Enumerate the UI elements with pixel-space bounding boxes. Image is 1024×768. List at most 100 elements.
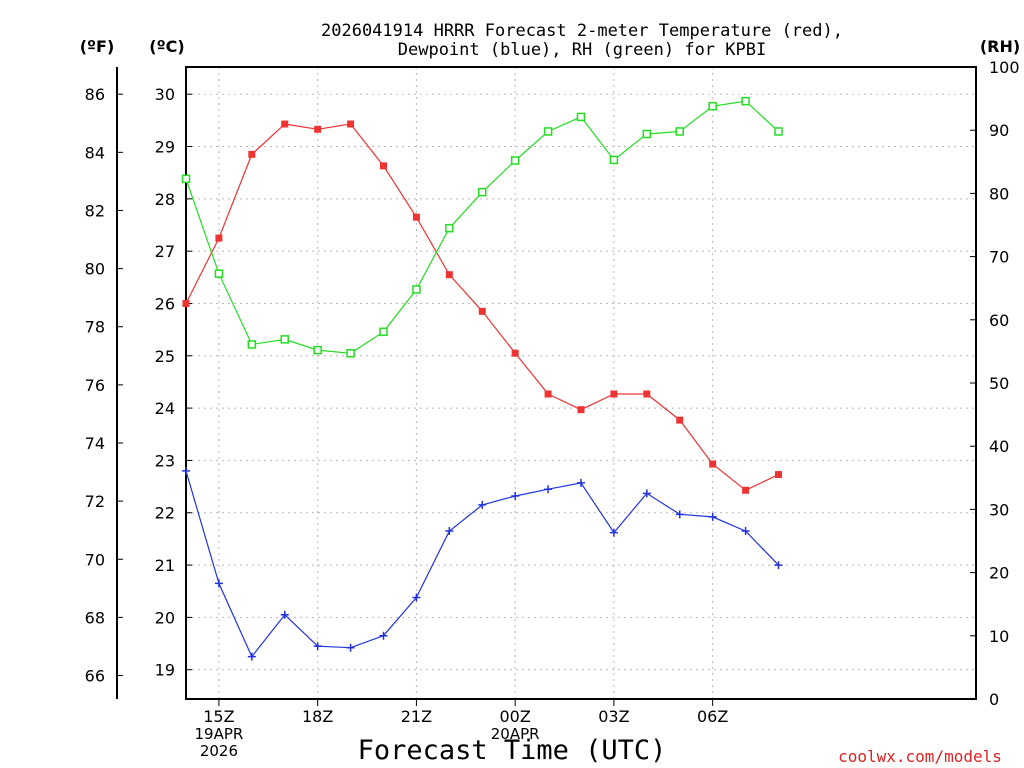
rh-point: [478, 187, 487, 197]
2-meter-temperature-point: [478, 307, 486, 315]
rh-tick-label: 100: [989, 58, 1020, 77]
2-meter-temperature-point: [742, 486, 750, 494]
rh-point: [313, 345, 322, 355]
dewpoint-point: [741, 527, 750, 536]
dewpoint-point: [609, 528, 618, 537]
dewpoint-point: [708, 512, 717, 521]
2-meter-temperature-point: [577, 406, 585, 414]
time-tick-label: 06Z: [697, 707, 728, 726]
rh-tick-label: 90: [989, 121, 1009, 140]
celsius-tick-label: 28: [155, 190, 175, 209]
2-meter-temperature-point: [676, 416, 684, 424]
celsius-tick-label: 21: [155, 556, 175, 575]
rh-point: [214, 269, 224, 278]
dewpoint-point: [313, 642, 322, 651]
rh-point: [181, 174, 191, 184]
rh-point: [445, 223, 454, 233]
chart-title-line-2: Dewpoint (blue), RH (green) for KPBI: [398, 40, 766, 60]
rh-tick-label: 40: [989, 437, 1009, 456]
rh-tick-label: 80: [989, 184, 1009, 203]
rh-point: [412, 285, 421, 294]
celsius-tick-label: 30: [155, 85, 175, 104]
rh-point: [543, 127, 553, 136]
rh-point: [675, 127, 684, 136]
celsius-unit-label: (ºC): [149, 37, 184, 56]
2-meter-temperature-point: [775, 471, 782, 479]
2-meter-temperature-point: [182, 299, 190, 307]
date-label: 20APR: [491, 725, 540, 743]
rh-point: [346, 349, 355, 358]
2-meter-temperature-point: [347, 120, 355, 128]
fahrenheit-tick-label: 72: [85, 492, 105, 511]
fahrenheit-tick-label: 84: [85, 143, 105, 162]
2-meter-temperature-point: [709, 460, 717, 468]
x-axis-label: Forecast Time (UTC): [358, 735, 667, 766]
rh-line: [185, 100, 779, 354]
celsius-tick-label: 22: [155, 504, 175, 523]
date-label: 2026: [200, 742, 238, 760]
2-meter-temperature-line: [185, 123, 779, 492]
grid-lines: [186, 67, 976, 699]
plot-frame: [185, 66, 977, 700]
2-meter-temperature-point: [314, 125, 322, 133]
fahrenheit-tick-label: 82: [85, 201, 105, 220]
fahrenheit-tick-label: 70: [85, 550, 105, 569]
dewpoint-point: [182, 466, 190, 475]
fahrenheit-tick-label: 66: [85, 667, 105, 686]
fahrenheit-tick-label: 74: [85, 434, 105, 453]
dewpoint-point: [478, 500, 487, 509]
dewpoint-point: [214, 579, 223, 588]
fahrenheit-tick-label: 78: [85, 318, 105, 337]
rh-point: [280, 335, 289, 344]
celsius-tick-label: 29: [155, 138, 175, 157]
rh-tick-label: 60: [989, 311, 1009, 330]
rh-tick-label: 30: [989, 500, 1009, 519]
2-meter-temperature-point: [544, 390, 552, 398]
fahrenheit-tick-label: 86: [85, 85, 105, 104]
dewpoint-point: [544, 485, 553, 494]
dewpoint-point: [577, 478, 585, 487]
dewpoint-point: [445, 527, 454, 536]
dewpoint-point: [774, 561, 783, 570]
time-tick-label: 18Z: [302, 707, 333, 726]
rh-tick-label: 70: [989, 248, 1009, 267]
rh-point: [510, 156, 520, 165]
celsius-tick-label: 24: [155, 399, 175, 418]
fahrenheit-tick-label: 68: [85, 608, 105, 627]
rh-tick-label: 50: [989, 374, 1009, 393]
rh-tick-label: 20: [989, 564, 1009, 583]
fahrenheit-unit-label: (ºF): [80, 37, 115, 56]
date-label: 19APR: [195, 725, 244, 743]
rh-point: [609, 155, 619, 165]
2-meter-temperature-point: [215, 234, 223, 242]
rh-point: [774, 127, 783, 136]
2-meter-temperature-series: [182, 120, 782, 494]
2-meter-temperature-point: [610, 390, 618, 398]
rh-tick-label: 0: [989, 690, 999, 709]
time-tick-label: 00Z: [500, 707, 531, 726]
dewpoint-point: [247, 652, 256, 661]
2-meter-temperature-point: [511, 349, 519, 357]
celsius-tick-label: 23: [155, 451, 175, 470]
rh-point: [642, 129, 652, 139]
source-credit[interactable]: coolwx.com/models: [838, 747, 1002, 766]
2-meter-temperature-point: [643, 390, 651, 398]
celsius-tick-label: 20: [155, 608, 175, 627]
data-series: [181, 96, 783, 661]
rh-point: [379, 327, 388, 337]
celsius-tick-label: 27: [155, 242, 175, 261]
celsius-tick-label: 19: [155, 661, 175, 680]
dewpoint-point: [346, 643, 355, 652]
fahrenheit-tick-label: 76: [85, 376, 105, 395]
dewpoint-point: [412, 593, 421, 602]
dewpoint-point: [511, 492, 520, 501]
time-tick-label: 03Z: [598, 707, 629, 726]
dewpoint-point: [379, 631, 388, 640]
rh-series: [181, 96, 783, 358]
2-meter-temperature-point: [380, 162, 387, 170]
chart-title-line-1: 2026041914 HRRR Forecast 2-meter Tempera…: [321, 21, 843, 41]
2-meter-temperature-point: [248, 150, 256, 158]
dewpoint-series: [182, 466, 783, 661]
dewpoint-line: [185, 470, 779, 658]
